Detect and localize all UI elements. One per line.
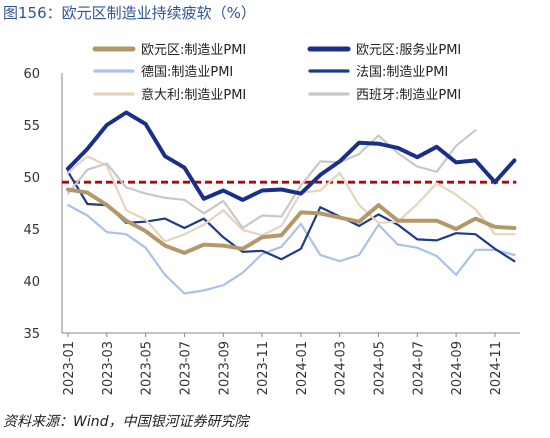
series-line-5 (66, 129, 477, 230)
legend: 欧元区:制造业PMI 欧元区:服务业PMI 德国:制造业PMI 法国:制造业PMI 意大… (92, 42, 461, 103)
x-tick-label: 2023-09 (217, 341, 232, 395)
x-tick-label: 2024-11 (489, 341, 504, 395)
x-tick-label: 2023-07 (178, 341, 193, 395)
x-tick-label: 2023-03 (101, 341, 116, 395)
series-line-1 (66, 110, 517, 202)
axes: 35 40 45 50 55 60 2023-01 2023-03 2023-05 2023-07… (23, 67, 520, 395)
y-tick-label: 55 (23, 119, 40, 134)
y-tick-label: 35 (23, 327, 40, 342)
x-tick-label: 2024-07 (411, 341, 426, 395)
legend-label-0: 欧元区:制造业PMI (141, 43, 246, 58)
x-tick-label: 2024-03 (334, 341, 349, 395)
x-tick-label: 2024-05 (373, 341, 388, 395)
series-lines (66, 110, 517, 295)
y-tick-label: 45 (23, 223, 40, 238)
y-tick-label: 40 (23, 275, 40, 290)
legend-label-4: 意大利:制造业PMI (141, 87, 246, 103)
chart-title: 图156：欧元区制造业持续疲软（%） (3, 4, 256, 22)
y-tick-label: 50 (23, 171, 40, 186)
chart-source: 资料来源：Wind，中国银河证券研究院 (3, 414, 250, 430)
series-line-2 (66, 204, 516, 295)
series-line-4 (66, 155, 516, 243)
legend-label-1: 欧元区:服务业PMI (356, 42, 461, 58)
series-line-3 (66, 170, 516, 263)
x-tick-label: 2024-01 (295, 341, 310, 395)
legend-label-3: 法国:制造业PMI (356, 65, 448, 80)
x-tick-label: 2024-09 (450, 341, 465, 395)
series-line-0 (66, 187, 517, 255)
x-tick-label: 2023-11 (256, 341, 271, 395)
legend-label-5: 西班牙:制造业PMI (356, 88, 461, 103)
x-tick-label: 2023-05 (140, 341, 155, 395)
legend-label-2: 德国:制造业PMI (141, 65, 233, 80)
x-tick-label: 2023-01 (62, 341, 77, 395)
y-tick-label: 60 (23, 67, 40, 82)
